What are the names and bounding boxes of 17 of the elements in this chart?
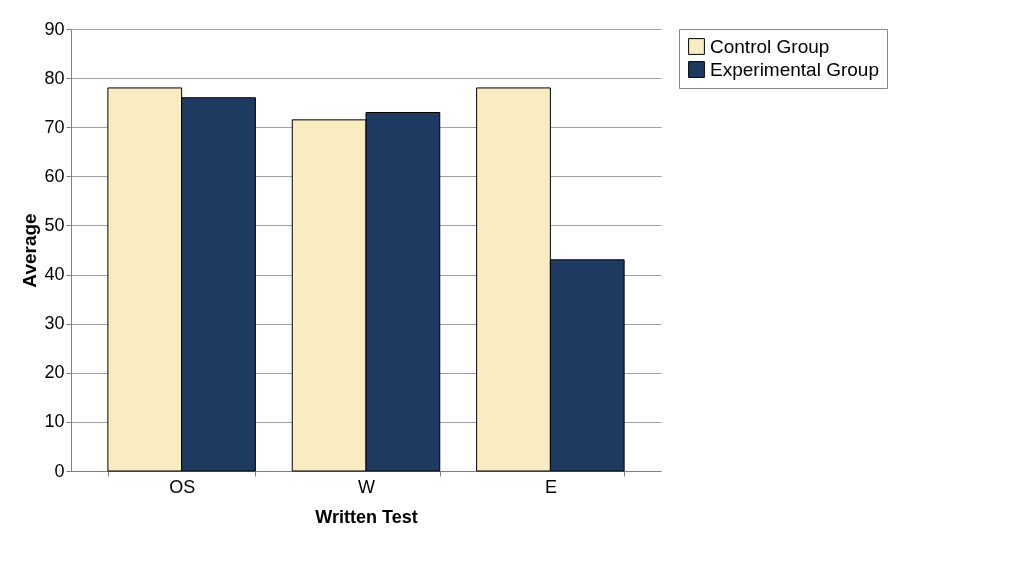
- y-tick-label: 70: [44, 116, 65, 137]
- legend-label: Experimental Group: [710, 58, 879, 80]
- x-tick-label: W: [358, 476, 375, 497]
- y-axis-title: Average: [19, 213, 41, 288]
- y-tick-label: 10: [44, 411, 65, 432]
- y-tick-label: 90: [44, 18, 65, 39]
- x-tick-label: OS: [169, 476, 196, 497]
- x-tick-label: E: [544, 476, 557, 497]
- x-axis-title: Written Test: [315, 506, 418, 527]
- y-tick-label: 30: [44, 313, 65, 334]
- y-tick-label: 0: [54, 460, 65, 481]
- y-tick-label: 50: [44, 214, 65, 235]
- y-tick-label: 60: [44, 165, 65, 186]
- y-tick-label: 20: [44, 362, 65, 383]
- y-tick-label: 40: [44, 264, 65, 285]
- y-tick-label: 80: [44, 67, 65, 88]
- legend-label: Control Group: [710, 35, 830, 57]
